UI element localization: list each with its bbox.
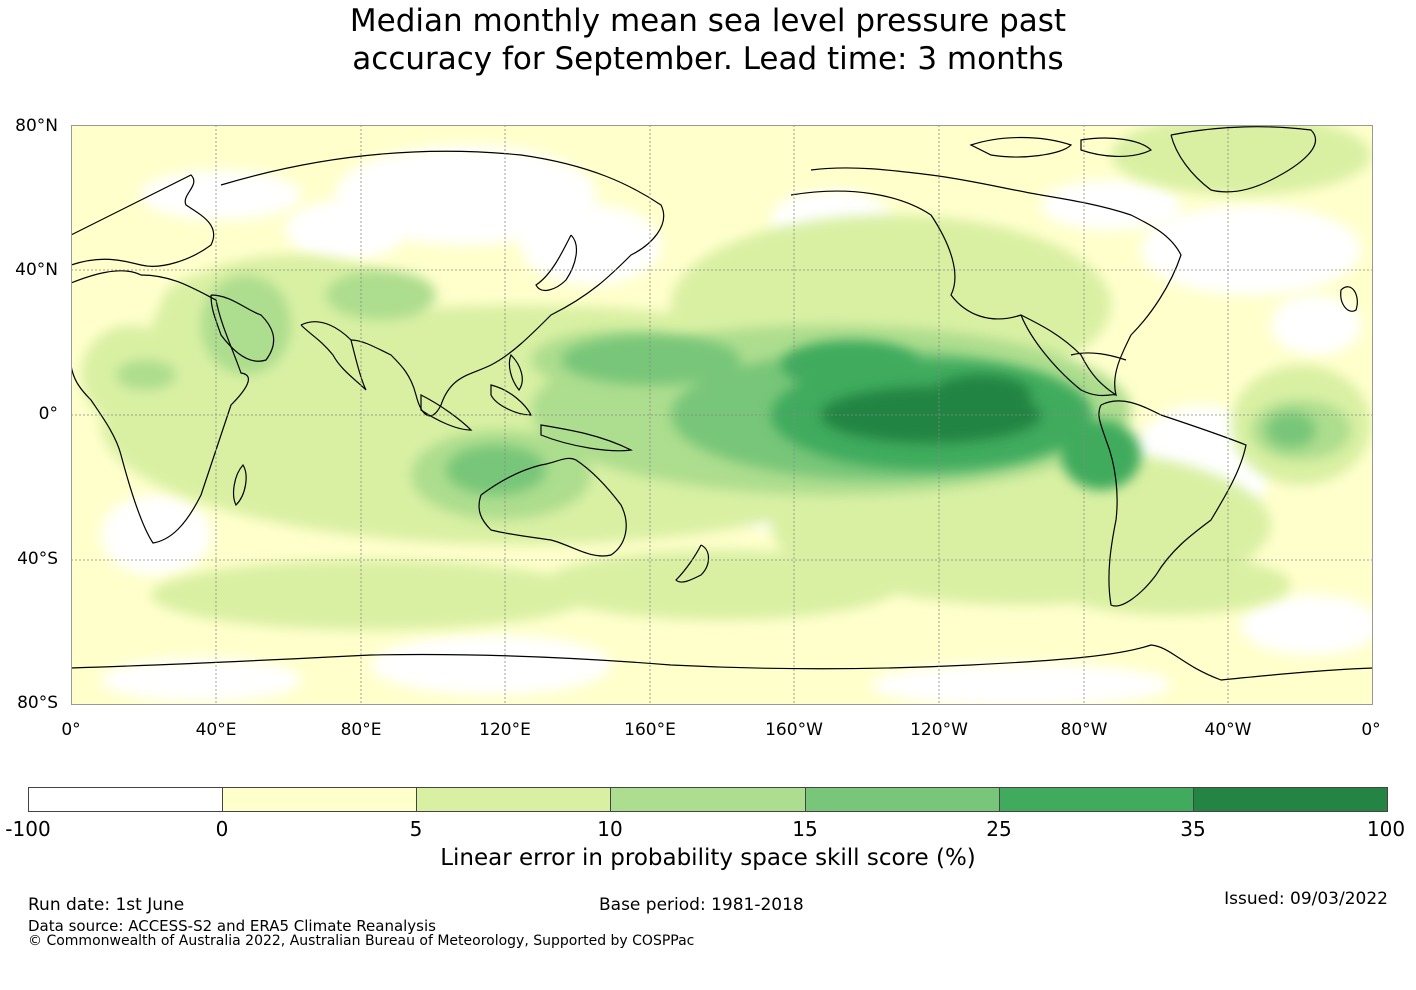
colorbar-seg-25-35 (999, 788, 1194, 811)
map-canvas (71, 125, 1373, 705)
colorbar-seg-5-10 (417, 788, 612, 811)
data-source: Data source: ACCESS-S2 and ERA5 Climate … (28, 917, 436, 935)
lon-label-80w: 80°W (1060, 720, 1108, 740)
colorbar-seg-35-100 (1193, 788, 1387, 811)
title-line-2: accuracy for September. Lead time: 3 mon… (352, 41, 1064, 77)
colorbar-seg-15-25 (805, 788, 1000, 811)
chart-title: Median monthly mean sea level pressure p… (0, 2, 1416, 78)
colorbar-tick-25: 25 (986, 817, 1012, 841)
colorbar-seg-neg100-0 (29, 788, 224, 811)
lat-label-80s: 80°S (17, 693, 58, 713)
colorbar-seg-10-15 (611, 788, 806, 811)
base-period: Base period: 1981-2018 (599, 895, 804, 915)
colorbar-label: Linear error in probability space skill … (440, 845, 976, 871)
colorbar-tick-neg100: -100 (5, 817, 51, 841)
colorbar-tick-100: 100 (1366, 817, 1406, 841)
lat-label-80n: 80°N (15, 116, 58, 136)
colorbar-tick-35: 35 (1180, 817, 1206, 841)
colorbar-tick-0: 0 (215, 817, 229, 841)
run-date: Run date: 1st June (28, 895, 185, 915)
lon-label-160w: 160°W (765, 720, 823, 740)
colorbar-seg-0-5 (223, 788, 418, 811)
lon-label-80e: 80°E (340, 720, 382, 740)
colorbar-tick-5: 5 (409, 817, 423, 841)
coastlines (71, 126, 1373, 681)
colorbar (28, 787, 1388, 812)
lat-label-0: 0° (38, 404, 58, 424)
lon-label-0-west: 0° (61, 720, 81, 740)
skill-map (71, 125, 1373, 705)
colorbar-tick-10: 10 (597, 817, 623, 841)
lat-label-40n: 40°N (15, 260, 58, 280)
title-line-1: Median monthly mean sea level pressure p… (349, 3, 1067, 39)
lon-label-120e: 120°E (479, 720, 531, 740)
lon-label-120w: 120°W (910, 720, 968, 740)
issued-date: Issued: 09/03/2022 (1224, 889, 1388, 909)
graticule (71, 125, 1373, 705)
lat-label-40s: 40°S (17, 549, 58, 569)
colorbar-tick-15: 15 (792, 817, 818, 841)
map-frame (71, 125, 1373, 705)
lon-label-160e: 160°E (624, 720, 676, 740)
lon-label-40w: 40°W (1204, 720, 1252, 740)
lon-label-40e: 40°E (195, 720, 237, 740)
lon-label-0-east: 0° (1361, 720, 1381, 740)
copyright: © Commonwealth of Australia 2022, Austra… (28, 933, 695, 949)
